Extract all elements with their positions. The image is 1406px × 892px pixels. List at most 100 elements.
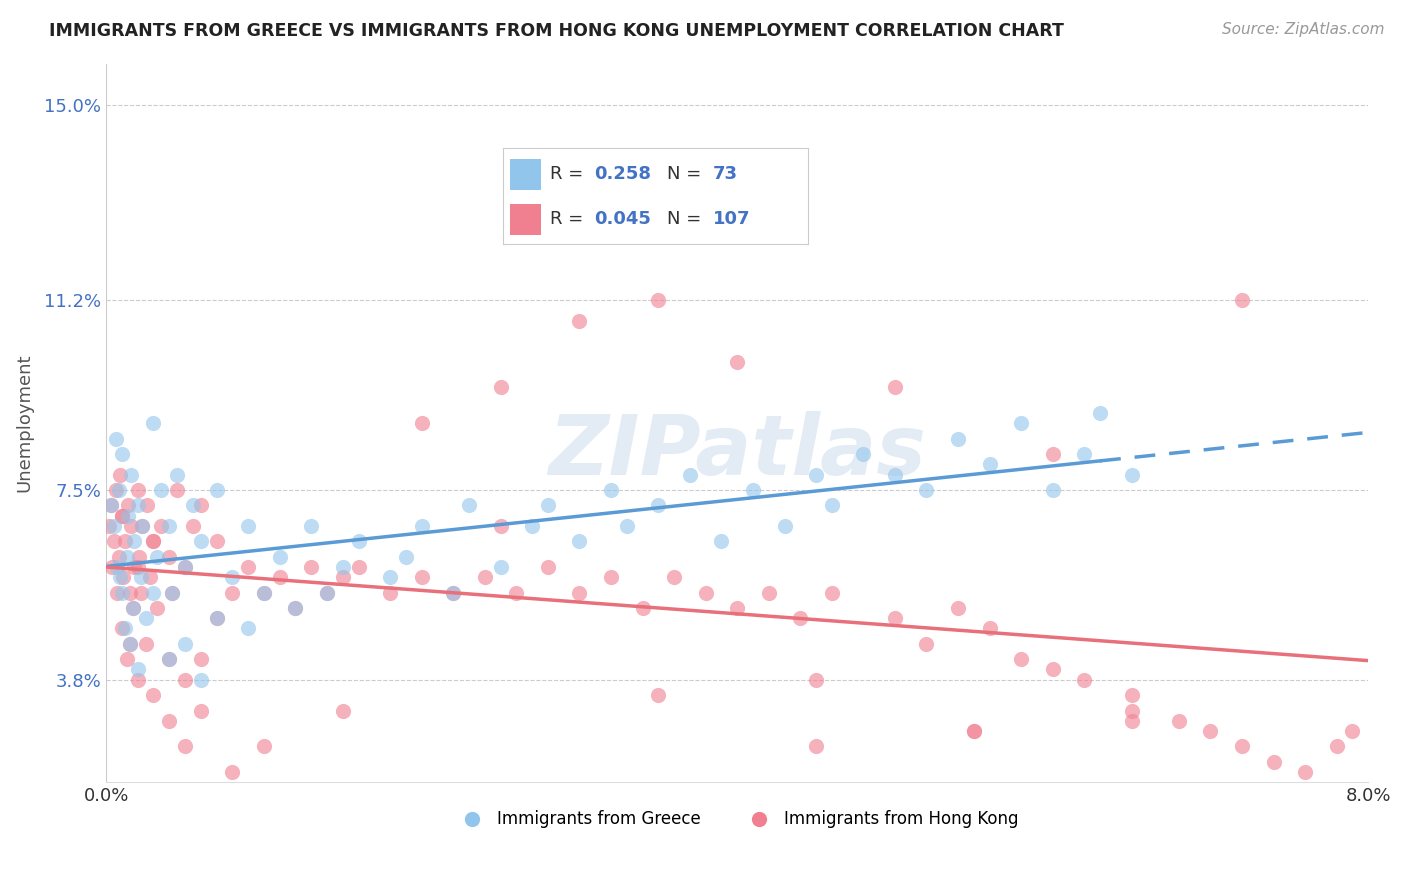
- Point: [103, 518, 125, 533]
- Point: [124, 559, 146, 574]
- Point: [157, 652, 180, 666]
- Point: [166, 483, 188, 497]
- Point: [458, 498, 481, 512]
- Point: [1121, 467, 1143, 482]
- Text: N =: N =: [668, 211, 707, 228]
- Point: [1042, 663, 1064, 677]
- Point: [804, 467, 827, 482]
- Point: [190, 704, 212, 718]
- Point: [299, 518, 322, 533]
- Point: [98, 518, 121, 533]
- Point: [1010, 652, 1032, 666]
- Point: [411, 518, 433, 533]
- Point: [537, 498, 560, 512]
- Point: [114, 534, 136, 549]
- Point: [1199, 724, 1222, 739]
- Point: [174, 559, 197, 574]
- Point: [205, 534, 228, 549]
- Point: [124, 534, 146, 549]
- Point: [946, 432, 969, 446]
- Point: [616, 518, 638, 533]
- Point: [600, 483, 623, 497]
- Point: [111, 585, 134, 599]
- Point: [299, 559, 322, 574]
- Point: [647, 498, 669, 512]
- Point: [253, 585, 276, 599]
- Point: [269, 570, 291, 584]
- Point: [127, 559, 149, 574]
- Point: [915, 483, 938, 497]
- Point: [100, 498, 122, 512]
- Point: [104, 432, 127, 446]
- Text: 107: 107: [713, 211, 751, 228]
- Point: [568, 534, 591, 549]
- Point: [104, 483, 127, 497]
- Point: [174, 559, 197, 574]
- Point: [1042, 447, 1064, 461]
- Point: [135, 637, 157, 651]
- Point: [174, 673, 197, 687]
- Point: [115, 652, 138, 666]
- Bar: [510, 204, 541, 235]
- Point: [221, 765, 243, 780]
- Point: [332, 704, 354, 718]
- Point: [221, 570, 243, 584]
- Point: [821, 498, 844, 512]
- Point: [946, 601, 969, 615]
- Point: [105, 559, 128, 574]
- Point: [162, 585, 184, 599]
- Point: [181, 518, 204, 533]
- Point: [804, 739, 827, 754]
- Point: [150, 518, 173, 533]
- Point: [131, 518, 153, 533]
- Point: [773, 518, 796, 533]
- Point: [520, 518, 543, 533]
- Text: 0.258: 0.258: [595, 165, 651, 183]
- Point: [758, 585, 780, 599]
- Point: [174, 739, 197, 754]
- Point: [117, 498, 139, 512]
- Point: [118, 637, 141, 651]
- Point: [107, 549, 129, 564]
- Text: N =: N =: [668, 165, 707, 183]
- Point: [122, 601, 145, 615]
- Point: [537, 559, 560, 574]
- Point: [441, 585, 464, 599]
- Point: [963, 724, 986, 739]
- Point: [127, 483, 149, 497]
- Point: [1010, 416, 1032, 430]
- Legend: Immigrants from Greece, Immigrants from Hong Kong: Immigrants from Greece, Immigrants from …: [449, 804, 1025, 835]
- Point: [181, 498, 204, 512]
- Point: [110, 467, 132, 482]
- Point: [118, 637, 141, 651]
- Text: ZIPatlas: ZIPatlas: [548, 411, 927, 492]
- Text: R =: R =: [550, 165, 589, 183]
- Point: [166, 467, 188, 482]
- Point: [505, 585, 527, 599]
- Point: [105, 585, 128, 599]
- Point: [489, 380, 512, 394]
- Point: [135, 611, 157, 625]
- Point: [568, 313, 591, 327]
- Point: [142, 585, 165, 599]
- Point: [114, 622, 136, 636]
- Point: [111, 622, 134, 636]
- Point: [600, 570, 623, 584]
- Point: [1294, 765, 1316, 780]
- Point: [111, 508, 134, 523]
- Point: [142, 688, 165, 702]
- Point: [100, 498, 122, 512]
- Point: [1230, 739, 1253, 754]
- Point: [236, 559, 259, 574]
- Text: Source: ZipAtlas.com: Source: ZipAtlas.com: [1222, 22, 1385, 37]
- Point: [120, 467, 142, 482]
- Point: [742, 483, 765, 497]
- Point: [284, 601, 307, 615]
- Point: [821, 585, 844, 599]
- Point: [1263, 755, 1285, 769]
- Point: [332, 559, 354, 574]
- Point: [136, 498, 159, 512]
- Point: [205, 611, 228, 625]
- Point: [107, 483, 129, 497]
- Point: [679, 467, 702, 482]
